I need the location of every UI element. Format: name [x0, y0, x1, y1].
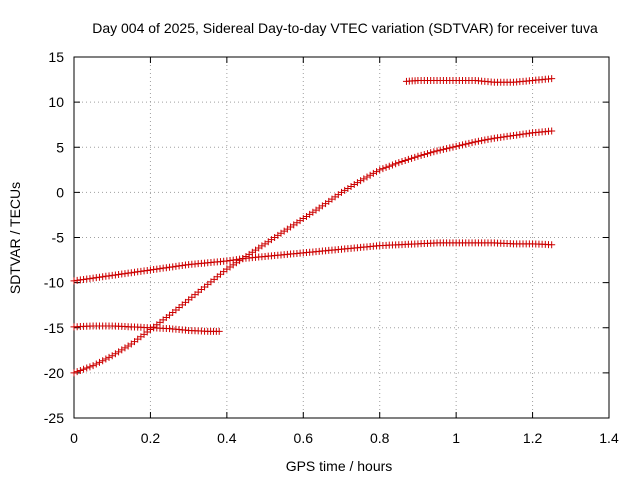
y-tick-label: -20 [44, 365, 64, 381]
data-point-marker [89, 362, 97, 370]
data-point-marker [446, 144, 454, 152]
y-tick-label: 0 [56, 184, 64, 200]
data-point-marker [548, 127, 556, 135]
data-point-marker [423, 150, 431, 158]
data-point-marker [373, 168, 381, 176]
data-point-marker [436, 146, 444, 154]
y-tick-label: 15 [48, 49, 64, 65]
series-group [70, 239, 556, 285]
data-point-marker [481, 136, 489, 144]
data-point-marker [382, 163, 390, 171]
x-tick-label: 0.4 [217, 430, 237, 446]
y-tick-label: 10 [48, 94, 64, 110]
data-point-marker [474, 137, 482, 145]
data-point-marker [548, 241, 556, 249]
data-point-marker [398, 158, 406, 166]
data-point-marker [468, 139, 476, 147]
x-tick-label: 0 [70, 430, 78, 446]
data-point-marker [487, 135, 495, 143]
data-point-marker [363, 173, 371, 181]
data-point-marker [369, 169, 377, 177]
series-group [402, 75, 556, 86]
data-point-marker [70, 369, 78, 377]
data-point-marker [95, 358, 103, 366]
grid [74, 57, 609, 418]
y-tick-label: -10 [44, 275, 64, 291]
data-point-marker [411, 153, 419, 161]
chart-title: Day 004 of 2025, Sidereal Day-to-day VTE… [92, 20, 598, 36]
x-axis-label: GPS time / hours [286, 458, 393, 474]
data-point-marker [395, 159, 403, 167]
x-axis-ticks: 0 0.2 0.4 0.6 0.8 1 1.2 1.4 [70, 57, 619, 446]
data-point-marker [414, 152, 422, 160]
y-tick-label: -15 [44, 320, 64, 336]
data-point-marker [452, 142, 460, 150]
y-axis-label: SDTVAR / TECUs [7, 182, 23, 294]
data-point-marker [471, 138, 479, 146]
data-point-marker [408, 154, 416, 162]
data-point-marker [366, 171, 374, 179]
data-point-marker [92, 360, 100, 368]
data-point-marker [392, 160, 400, 168]
y-tick-label: 5 [56, 139, 64, 155]
data-point-marker [478, 137, 486, 145]
data-point-marker [379, 165, 387, 173]
data-point-marker [401, 156, 409, 164]
data-point-marker [484, 135, 492, 143]
data-point-marker [417, 151, 425, 159]
data-point-marker [404, 155, 412, 163]
x-tick-label: 0.8 [370, 430, 390, 446]
y-tick-label: -25 [44, 410, 64, 426]
data-point-marker [76, 366, 84, 374]
data-point-marker [439, 145, 447, 153]
data-point-marker [83, 364, 91, 372]
x-tick-label: 0.2 [141, 430, 161, 446]
series-group [70, 322, 223, 335]
data-point-marker [433, 147, 441, 155]
data-point-marker [102, 355, 110, 363]
data-point-marker [465, 139, 473, 147]
y-tick-label: -5 [52, 230, 65, 246]
data-point-marker [357, 177, 365, 185]
data-point-marker [420, 150, 428, 158]
data-point-marker [388, 161, 396, 169]
x-tick-label: 1 [452, 430, 460, 446]
data-point-marker [548, 75, 556, 83]
x-tick-label: 0.6 [294, 430, 314, 446]
series-group [70, 127, 556, 377]
data-point-marker [73, 368, 81, 376]
data-point-marker [427, 149, 435, 157]
data-point-marker [449, 143, 457, 151]
y-axis-ticks: -25 -20 -15 -10 -5 0 5 10 15 [44, 49, 609, 426]
data-point-marker [443, 145, 451, 153]
data-point-marker [430, 148, 438, 156]
x-tick-label: 1.2 [523, 430, 543, 446]
data-point-marker [455, 142, 463, 150]
data-point-marker [376, 166, 384, 174]
data-point-marker [385, 162, 393, 170]
data-point-marker [86, 363, 94, 371]
data-point-marker [215, 327, 223, 335]
data-point-marker [80, 365, 88, 373]
data-point-marker [99, 357, 107, 365]
data-point-marker [360, 175, 368, 183]
data-point-marker [105, 353, 113, 361]
data-points [70, 75, 556, 377]
data-point-marker [459, 141, 467, 149]
x-tick-label: 1.4 [599, 430, 619, 446]
data-point-marker [462, 140, 470, 148]
